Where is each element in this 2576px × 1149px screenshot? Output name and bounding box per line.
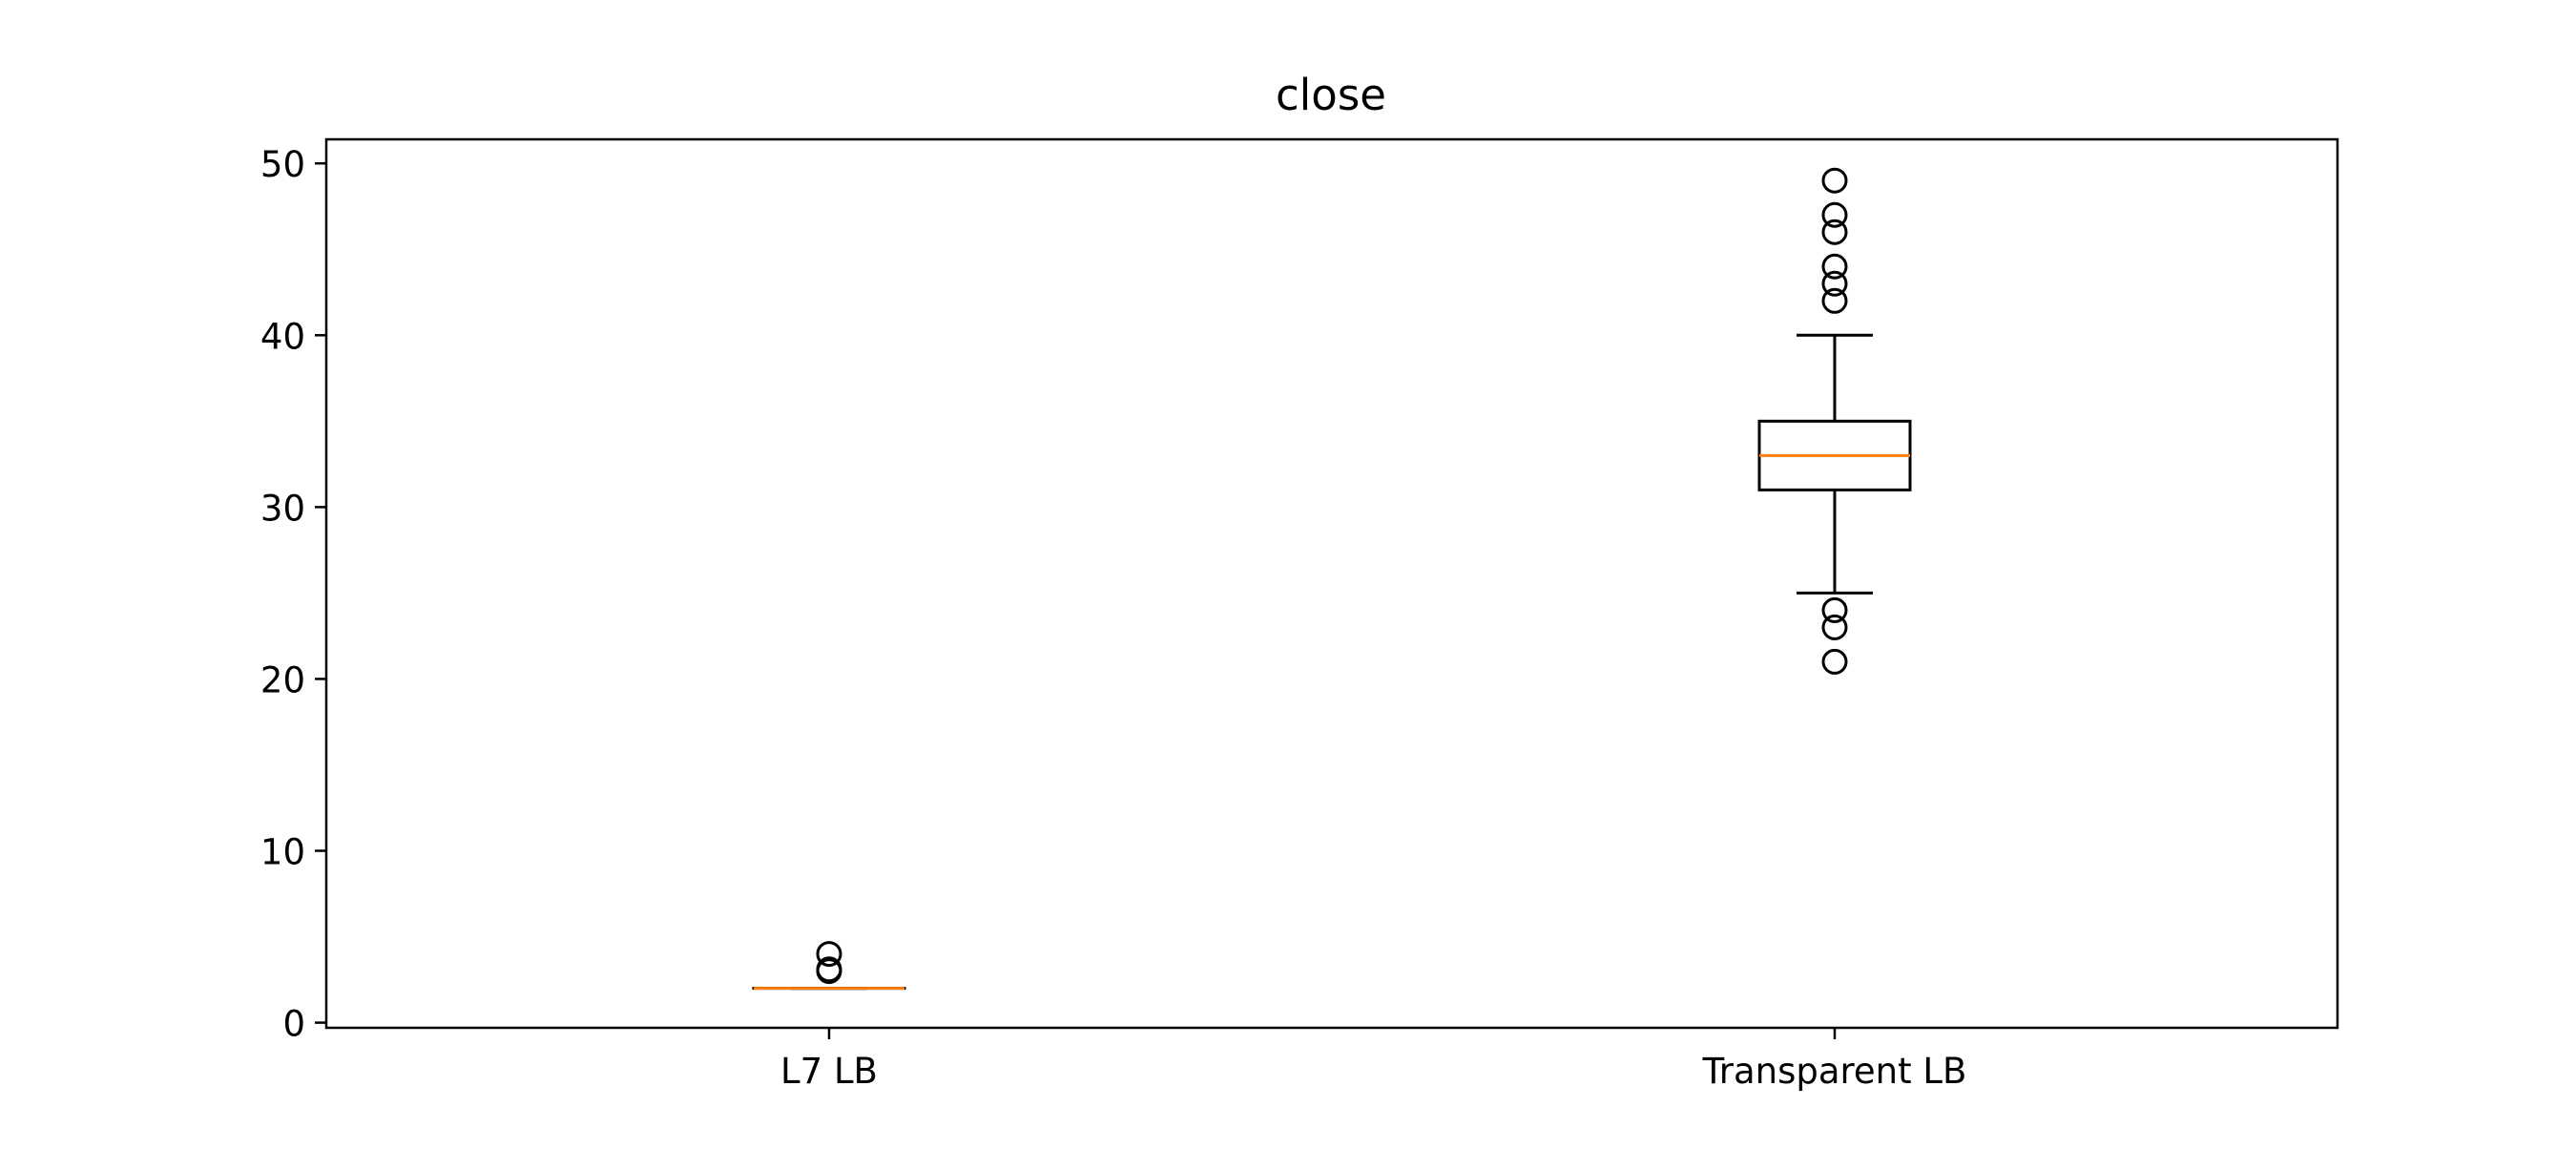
y-tick-label: 50 (260, 144, 305, 185)
plot-frame (326, 139, 2337, 1028)
y-tick-label: 30 (260, 488, 305, 529)
outlier-point (1823, 598, 1846, 621)
x-tick-label: L7 LB (780, 1051, 878, 1092)
outlier-point (1823, 169, 1846, 192)
outlier-point (1823, 255, 1846, 278)
y-tick-label: 0 (282, 1004, 305, 1045)
y-tick-label: 20 (260, 659, 305, 700)
outlier-point (1823, 650, 1846, 673)
y-tick-label: 40 (260, 316, 305, 357)
plot-area: 0 10 20 30 40 50 L7 LB Transparent LB (260, 144, 1967, 1092)
y-tick-label: 10 (260, 832, 305, 873)
chart-title: close (1276, 70, 1386, 120)
x-tick-label: Transparent LB (1702, 1051, 1967, 1092)
outlier-point (1823, 203, 1846, 226)
outlier-point (818, 943, 841, 966)
